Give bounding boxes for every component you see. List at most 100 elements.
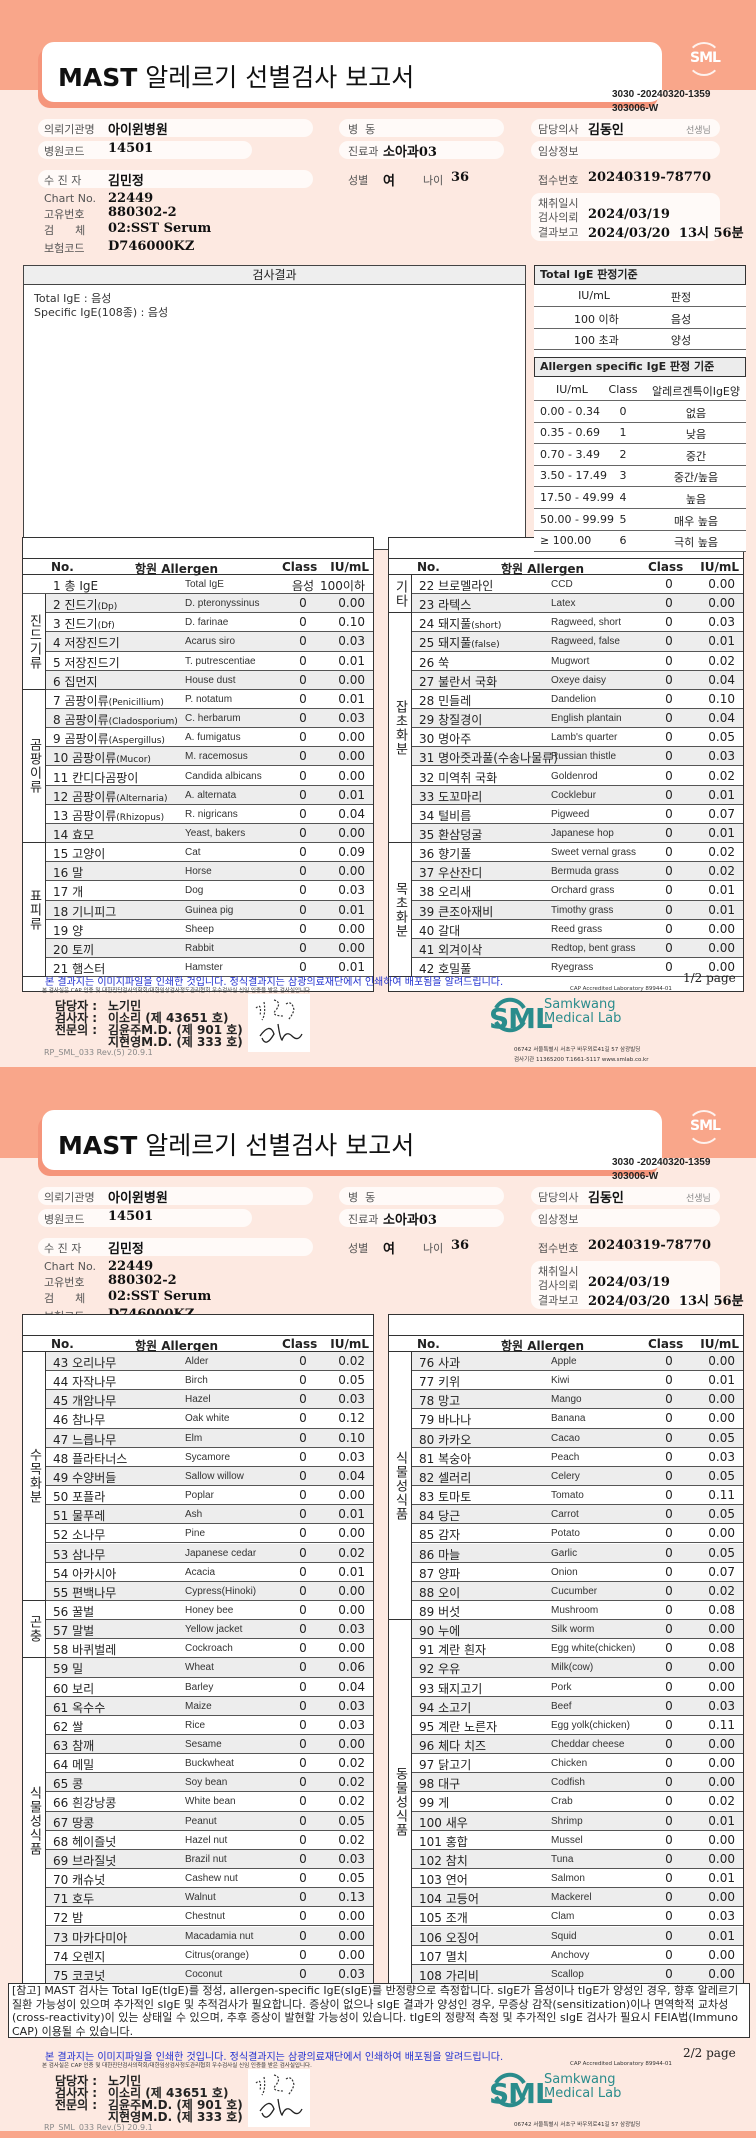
accreditation-text: 본 검사실은 CAP 인증 및 대한진단검사의학회/대한임상검사정도관리협회 우…	[42, 988, 312, 994]
allergen-number: 16	[53, 866, 69, 881]
allergen-number: 44	[53, 1375, 69, 1390]
report-code-1: 3030 -20240320-1359	[612, 1157, 711, 1168]
specialist-2: 지현영M.D. (제 333 호)	[108, 1035, 243, 1049]
institution-value: 아이윈병원	[108, 123, 168, 138]
allergen-group-label: 수목화분	[23, 1352, 46, 1601]
allergen-korean: 쑥	[438, 655, 450, 670]
allergen-class: 0	[299, 596, 307, 611]
allergen-korean-name: 16 말	[53, 864, 83, 881]
allergen-table-right: No. 항원 Allergen Class IU/mL 76 사과 Apple 0 0.00 7…	[388, 1314, 744, 1984]
allergen-value: 100이하	[320, 579, 365, 593]
allergen-korean: 토마토	[438, 1490, 472, 1505]
allergen-english: Milk(cow)	[551, 1662, 594, 1674]
report-date-value: 2024/03/20 13시 56분	[588, 226, 744, 241]
patient-pill	[38, 1238, 313, 1256]
allergen-class: 0	[299, 1737, 307, 1751]
allergen-class: 0	[299, 825, 307, 840]
allergen-class: 0	[665, 1449, 673, 1464]
table-row: 86 마늘 Garlic 0 0.05	[412, 1543, 743, 1563]
dept-label: 진료과	[348, 145, 379, 158]
insurance-value: D746000KZ	[108, 239, 195, 254]
unique-label: 고유번호	[44, 208, 85, 221]
allergen-class: 0	[665, 883, 673, 898]
allergen-korean-name: 37 우산잔디	[419, 864, 482, 881]
allergen-number: 3	[53, 617, 61, 632]
allergen-english: Rabbit	[185, 942, 214, 954]
allergen-korean-name: 68 헤이즐넛	[53, 1833, 116, 1850]
allergen-korean-name: 45 개암나무	[53, 1392, 116, 1409]
table-row: 6 집먼지 House dust 0 0.00	[46, 670, 373, 690]
allergen-english: Wheat	[185, 1662, 214, 1674]
allergen-number: 19	[53, 923, 69, 938]
allergen-korean-name: 102 참치	[419, 1852, 468, 1869]
allergen-value: 0.00	[708, 1679, 735, 1694]
allergen-class: 0	[299, 1813, 307, 1828]
allergen-english: Peach	[551, 1451, 580, 1463]
allergen-class: 0	[299, 806, 307, 821]
allergen-class: 0	[665, 1679, 673, 1694]
unique-label: 고유번호	[44, 1276, 85, 1289]
allergen-value: 0.05	[708, 1468, 735, 1483]
allergen-korean-name: 36 향기풀	[419, 845, 471, 862]
table-row: 31 명아줏과풀(수송나물류) Russian thistle 0 0.03	[412, 747, 743, 767]
allergen-value: 0.02	[338, 1354, 365, 1368]
allergen-number: 52	[53, 1528, 69, 1543]
allergen-korean: 우산잔디	[438, 866, 483, 881]
allergen-english: Mugwort	[551, 655, 590, 667]
chart-label: Chart No.	[44, 1260, 96, 1273]
allergen-number: 40	[419, 923, 435, 938]
allergen-korean: 창질경이	[438, 713, 483, 728]
allergen-number: 32	[419, 770, 435, 785]
specialist-2: 지현영M.D. (제 333 호)	[108, 2110, 243, 2124]
allergen-korean-name: 103 연어	[419, 1871, 468, 1888]
hospital-code-value: 14501	[108, 141, 154, 156]
allergen-value: 0.06	[338, 1660, 365, 1675]
allergen-value: 0.00	[708, 1851, 735, 1866]
allergen-class: 0	[665, 1717, 673, 1732]
allergen-korean: 저장진드기	[64, 636, 120, 651]
allergen-value: 0.00	[708, 1392, 735, 1407]
allergen-class: 0	[665, 711, 673, 726]
allergen-korean-name: 79 바나나	[419, 1411, 471, 1428]
table-row: 70 캐슈넛 Cashew nut 0 0.05	[46, 1869, 373, 1889]
allergen-number: 66	[53, 1796, 69, 1811]
allergen-value: 0.00	[708, 1660, 735, 1675]
allergen-number: 12	[53, 789, 69, 804]
allergen-value: 0.00	[338, 864, 365, 879]
table-row: 32 미역취 국화 Goldenrod 0 0.02	[412, 767, 743, 786]
allergen-korean-name: 47 느릅나무	[53, 1431, 116, 1448]
allergen-english: Total IgE	[185, 579, 224, 590]
allergen-value: 0.11	[708, 1488, 735, 1503]
allergen-class: 0	[299, 902, 307, 917]
collect-label: 채취일시	[538, 1265, 579, 1278]
allergen-korean-name: 23 라텍스	[419, 596, 471, 613]
allergen-value: 0.01	[708, 825, 735, 840]
allergen-value: 0.05	[338, 1373, 365, 1388]
table-row: 10 곰팡이류(Mucor) M. racemosus 0 0.00	[46, 747, 373, 767]
allergen-number: 9	[53, 732, 61, 747]
signature-image	[248, 2069, 310, 2127]
total-criteria-row: 100 초과 양성	[534, 329, 746, 350]
receipt-value: 20240319-78770	[588, 1238, 711, 1253]
allergen-class: 0	[665, 902, 673, 917]
allergen-value: 0.00	[338, 1909, 365, 1924]
allergen-number: 106	[419, 1930, 442, 1945]
table-row: 35 환삼덩굴 Japanese hop 0 0.01	[412, 823, 743, 844]
specimen-label: 검 체	[44, 1292, 86, 1305]
allergen-value: 0.00	[338, 1583, 365, 1598]
allergen-number: 71	[53, 1892, 69, 1907]
allergen-value: 0.00	[338, 940, 365, 955]
allergen-korean: 계란 노른자	[438, 1719, 498, 1734]
table-row: 11 칸디다곰팡이 Candida albicans 0 0.00	[46, 767, 373, 786]
allergen-number: 105	[419, 1911, 442, 1926]
allergen-number: 100	[419, 1815, 442, 1830]
table-row: 17 개 Dog 0 0.03	[46, 881, 373, 901]
allergen-english: Honey bee	[185, 1604, 234, 1616]
allergen-korean: 곰팡이류	[64, 732, 109, 747]
allergen-class: 0	[665, 1698, 673, 1713]
allergen-korean: 호두	[72, 1892, 95, 1907]
allergen-english: Egg white(chicken)	[551, 1643, 636, 1655]
allergen-class: 0	[665, 1373, 673, 1388]
allergen-korean-name: 32 미역취 국화	[419, 769, 497, 786]
allergen-class: 0	[299, 768, 307, 783]
